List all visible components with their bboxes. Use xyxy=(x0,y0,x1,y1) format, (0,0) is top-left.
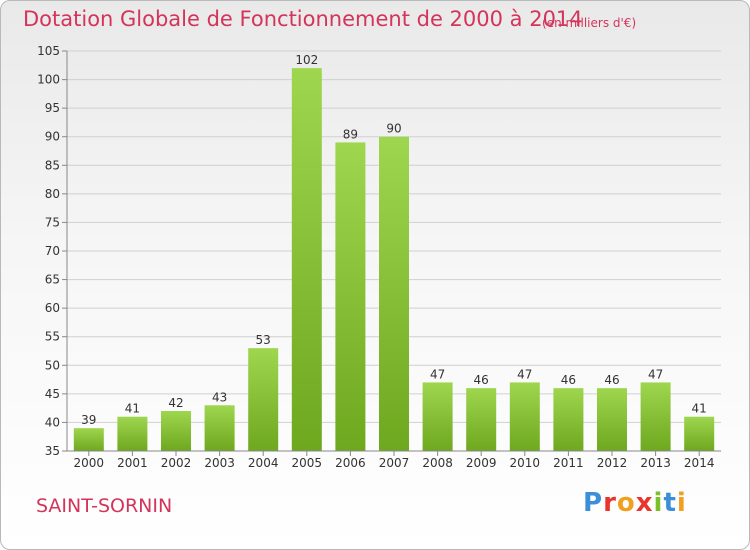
y-tick-label: 60 xyxy=(45,301,60,315)
chart-title: Dotation Globale de Fonctionnement de 20… xyxy=(23,7,583,31)
data-label: 90 xyxy=(386,122,401,136)
x-tick-label: 2006 xyxy=(335,456,366,470)
x-tick-label: 2008 xyxy=(422,456,453,470)
x-tick-label: 2011 xyxy=(553,456,584,470)
bar-2012 xyxy=(597,388,627,451)
y-axis: 35 40 45 50 55 60 65 70 75 80 85 90 95 100 105 xyxy=(37,44,68,458)
bar-2011 xyxy=(553,388,584,451)
bar-2014 xyxy=(684,416,715,451)
data-labels: 39 41 42 43 53 102 89 90 47 46 47 46 46 47 41 xyxy=(81,53,707,427)
y-tick-label: 75 xyxy=(45,215,60,229)
y-tick-label: 35 xyxy=(45,444,60,458)
bar-2000 xyxy=(73,428,104,451)
bar-2007 xyxy=(379,136,409,451)
data-label: 47 xyxy=(517,367,532,381)
logo-letter: P xyxy=(583,488,604,518)
x-tick-label: 2002 xyxy=(161,456,192,470)
y-tick-label: 70 xyxy=(45,244,60,258)
data-label: 53 xyxy=(256,333,271,347)
bar-2001 xyxy=(117,416,148,451)
data-label: 46 xyxy=(604,373,619,387)
x-tick-label: 2014 xyxy=(684,456,715,470)
bar-2003 xyxy=(204,405,235,451)
x-tick-label: 2003 xyxy=(204,456,235,470)
logo-letter: i xyxy=(676,488,687,518)
data-label: 46 xyxy=(474,373,489,387)
commune-name: SAINT-SORNIN xyxy=(36,495,173,517)
logo-letter: t xyxy=(663,488,677,518)
bar-2013 xyxy=(640,382,671,451)
y-tick-label: 65 xyxy=(45,273,60,287)
data-label: 47 xyxy=(430,367,445,381)
bar-2005 xyxy=(291,68,322,452)
x-tick-label: 2005 xyxy=(292,456,323,470)
data-label: 102 xyxy=(295,53,318,67)
data-label: 41 xyxy=(125,402,140,416)
data-label: 89 xyxy=(343,127,358,141)
proxiti-logo: Proxiti xyxy=(583,488,687,518)
x-tick-label: 2013 xyxy=(640,456,671,470)
data-label: 41 xyxy=(692,402,707,416)
y-tick-label: 95 xyxy=(45,101,60,115)
x-tick-label: 2012 xyxy=(597,456,628,470)
y-tick-label: 100 xyxy=(37,73,60,87)
y-tick-label: 80 xyxy=(45,187,60,201)
y-tick-label: 90 xyxy=(45,130,60,144)
x-axis: 2000 2001 2002 2003 2004 2005 2006 2007 2008 2009… xyxy=(67,450,721,470)
bar-2010 xyxy=(509,382,540,451)
logo-letter: o xyxy=(616,488,636,518)
bar-2004 xyxy=(248,348,279,451)
y-tick-label: 55 xyxy=(45,330,60,344)
bar-2008 xyxy=(422,382,453,451)
x-tick-label: 2009 xyxy=(466,456,497,470)
logo-letter: x xyxy=(635,488,654,518)
data-label: 47 xyxy=(648,367,663,381)
data-label: 46 xyxy=(561,373,576,387)
y-tick-label: 45 xyxy=(45,387,60,401)
y-tick-label: 50 xyxy=(45,358,60,372)
data-label: 42 xyxy=(168,396,183,410)
data-label: 43 xyxy=(212,390,227,404)
y-tick-label: 40 xyxy=(45,415,60,429)
bar-2009 xyxy=(466,388,497,451)
x-tick-label: 2004 xyxy=(248,456,279,470)
bar-2006 xyxy=(335,142,366,451)
y-tick-label: 105 xyxy=(37,44,60,58)
data-label: 39 xyxy=(81,413,96,427)
x-tick-label: 2007 xyxy=(379,456,410,470)
x-tick-label: 2001 xyxy=(117,456,148,470)
logo-letter: r xyxy=(603,488,617,518)
chart-subtitle: (en milliers d'€) xyxy=(542,16,637,30)
y-tick-label: 85 xyxy=(45,158,60,172)
x-tick-label: 2000 xyxy=(74,456,105,470)
bars xyxy=(73,68,715,452)
x-tick-label: 2010 xyxy=(510,456,541,470)
bar-2002 xyxy=(161,411,191,451)
logo-letter: i xyxy=(653,488,664,518)
